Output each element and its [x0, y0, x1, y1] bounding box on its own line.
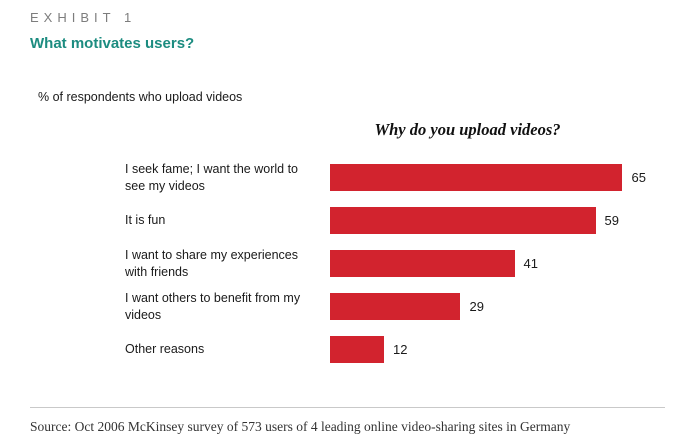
- bar-category-label: I want to share my experiences with frie…: [125, 248, 298, 279]
- bar-chart: Why do you upload videos? I seek fame; I…: [125, 120, 646, 371]
- bar-value-label: 12: [393, 342, 408, 357]
- bar: [330, 250, 515, 277]
- chart-title: Why do you upload videos?: [374, 120, 561, 139]
- bar-value-label: 41: [523, 256, 538, 271]
- bar-value-label: 59: [604, 213, 619, 228]
- exhibit-header: EXHIBIT 1 What motivates users?: [0, 0, 673, 52]
- chart-subtitle: % of respondents who upload videos: [38, 90, 243, 104]
- bar-row: I want to share my experiences with frie…: [125, 242, 645, 285]
- bar-track: 29: [330, 285, 645, 328]
- bar-value-label: 65: [631, 170, 646, 185]
- bar: [330, 336, 384, 363]
- bar: [330, 293, 461, 320]
- page-title: What motivates users?: [30, 35, 195, 52]
- bar-track: 41: [330, 242, 645, 285]
- bar-row: It is fun 59: [125, 199, 645, 242]
- bar-track: 65: [330, 156, 646, 199]
- bar-category-label: I want others to benefit from my videos: [125, 291, 301, 322]
- bar-value-label: 29: [469, 299, 484, 314]
- bar-row: I seek fame; I want the world to see my …: [125, 156, 646, 199]
- source-footer: Source: Oct 2006 McKinsey survey of 573 …: [30, 407, 665, 435]
- bar-category-label: It is fun: [125, 213, 166, 228]
- source-text: Source: Oct 2006 McKinsey survey of 573 …: [30, 419, 571, 434]
- exhibit-label: EXHIBIT 1: [30, 10, 137, 25]
- bar-category-label: I seek fame; I want the world to see my …: [125, 162, 298, 193]
- bar-track: 12: [330, 328, 645, 371]
- bar: [330, 164, 623, 191]
- bar: [330, 207, 596, 234]
- bar-row: I want others to benefit from my videos 2…: [125, 285, 645, 328]
- bar-track: 59: [330, 199, 645, 242]
- bar-rows: I seek fame; I want the world to see my …: [125, 156, 646, 371]
- bar-category-label: Other reasons: [125, 342, 205, 357]
- bar-row: Other reasons 12: [125, 328, 645, 371]
